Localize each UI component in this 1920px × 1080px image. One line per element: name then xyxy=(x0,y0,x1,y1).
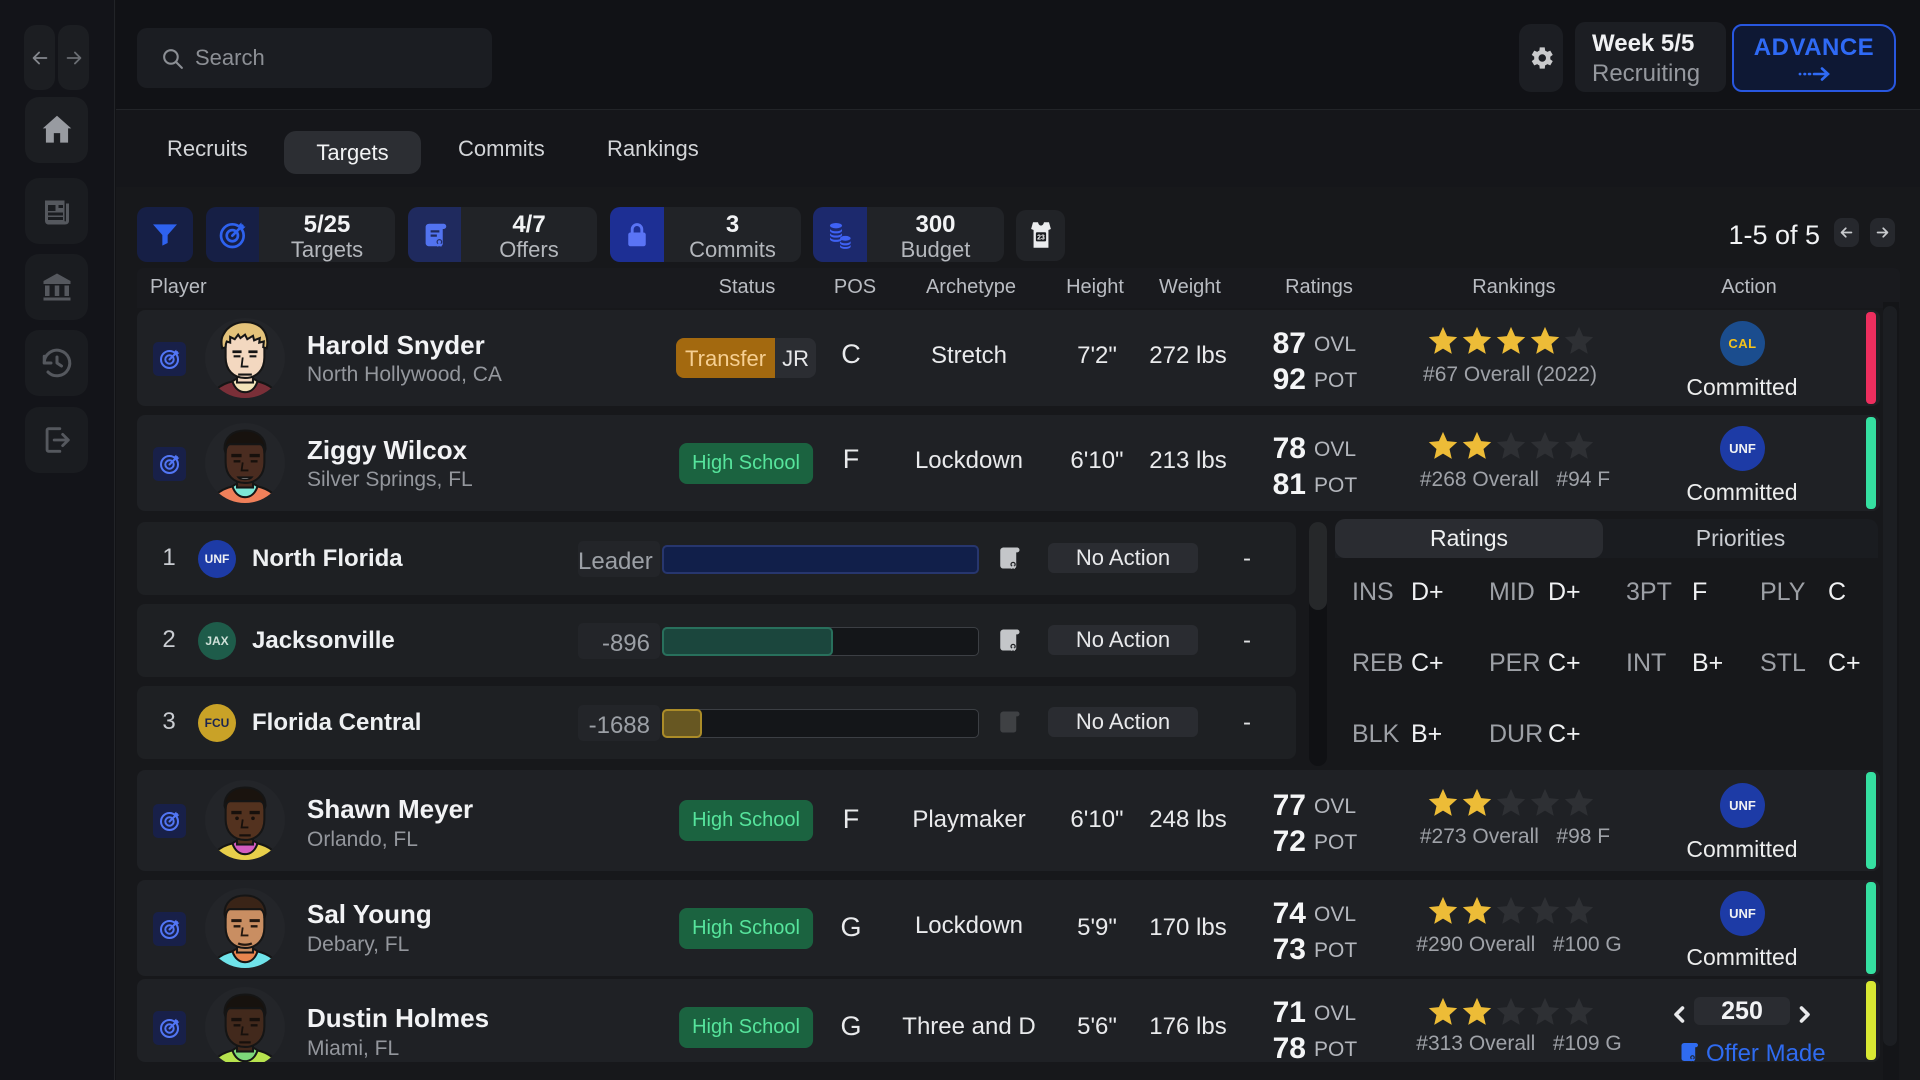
svg-text:23: 23 xyxy=(1037,234,1045,241)
